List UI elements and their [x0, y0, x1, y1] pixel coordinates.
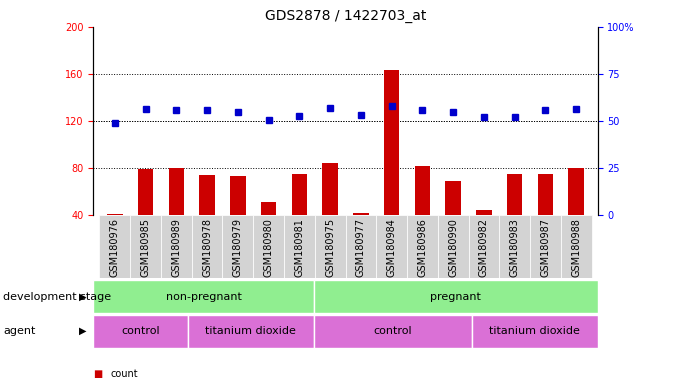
Text: pregnant: pregnant — [430, 291, 482, 302]
Text: GSM180990: GSM180990 — [448, 218, 458, 277]
Text: ▶: ▶ — [79, 326, 86, 336]
Text: GSM180984: GSM180984 — [387, 218, 397, 277]
Text: count: count — [111, 369, 138, 379]
Text: agent: agent — [3, 326, 36, 336]
FancyBboxPatch shape — [253, 215, 284, 278]
Text: GSM180983: GSM180983 — [510, 218, 520, 277]
Title: GDS2878 / 1422703_at: GDS2878 / 1422703_at — [265, 9, 426, 23]
Text: development stage: development stage — [3, 291, 111, 302]
FancyBboxPatch shape — [377, 215, 407, 278]
Text: GSM180977: GSM180977 — [356, 218, 366, 277]
Bar — [384, 70, 399, 215]
Bar — [261, 202, 276, 215]
FancyBboxPatch shape — [191, 215, 223, 278]
Text: GSM180985: GSM180985 — [140, 218, 151, 277]
Text: control: control — [121, 326, 160, 336]
Text: GSM180976: GSM180976 — [110, 218, 120, 277]
FancyBboxPatch shape — [284, 215, 314, 278]
FancyBboxPatch shape — [438, 215, 468, 278]
FancyBboxPatch shape — [93, 315, 188, 348]
Bar — [138, 169, 153, 215]
Bar — [353, 213, 368, 215]
Text: GSM180989: GSM180989 — [171, 218, 181, 277]
Text: ▶: ▶ — [79, 291, 86, 302]
Bar — [107, 214, 122, 215]
Bar — [169, 168, 184, 215]
Bar — [507, 174, 522, 215]
FancyBboxPatch shape — [161, 215, 191, 278]
Text: GSM180986: GSM180986 — [417, 218, 428, 277]
Text: GSM180981: GSM180981 — [294, 218, 304, 277]
FancyBboxPatch shape — [407, 215, 438, 278]
Text: GSM180982: GSM180982 — [479, 218, 489, 277]
FancyBboxPatch shape — [93, 280, 314, 313]
Text: ■: ■ — [93, 369, 102, 379]
Bar — [415, 166, 430, 215]
FancyBboxPatch shape — [530, 215, 561, 278]
Text: non-pregnant: non-pregnant — [166, 291, 242, 302]
FancyBboxPatch shape — [314, 315, 471, 348]
FancyBboxPatch shape — [223, 215, 253, 278]
FancyBboxPatch shape — [188, 315, 314, 348]
Bar — [476, 210, 491, 215]
Text: GSM180979: GSM180979 — [233, 218, 243, 277]
Bar — [200, 175, 215, 215]
Text: GSM180978: GSM180978 — [202, 218, 212, 277]
Text: titanium dioxide: titanium dioxide — [205, 326, 296, 336]
FancyBboxPatch shape — [314, 280, 598, 313]
Bar — [230, 176, 245, 215]
FancyBboxPatch shape — [561, 215, 591, 278]
Bar — [292, 174, 307, 215]
Bar — [569, 168, 584, 215]
FancyBboxPatch shape — [468, 215, 500, 278]
FancyBboxPatch shape — [130, 215, 161, 278]
Bar — [323, 163, 338, 215]
Text: GSM180980: GSM180980 — [263, 218, 274, 277]
Text: titanium dioxide: titanium dioxide — [489, 326, 580, 336]
FancyBboxPatch shape — [314, 215, 346, 278]
FancyBboxPatch shape — [500, 215, 530, 278]
FancyBboxPatch shape — [471, 315, 598, 348]
Text: GSM180987: GSM180987 — [540, 218, 551, 277]
Bar — [538, 174, 553, 215]
Text: control: control — [373, 326, 412, 336]
Text: GSM180988: GSM180988 — [571, 218, 581, 277]
Bar — [446, 181, 461, 215]
Text: GSM180975: GSM180975 — [325, 218, 335, 277]
FancyBboxPatch shape — [100, 215, 130, 278]
FancyBboxPatch shape — [346, 215, 377, 278]
